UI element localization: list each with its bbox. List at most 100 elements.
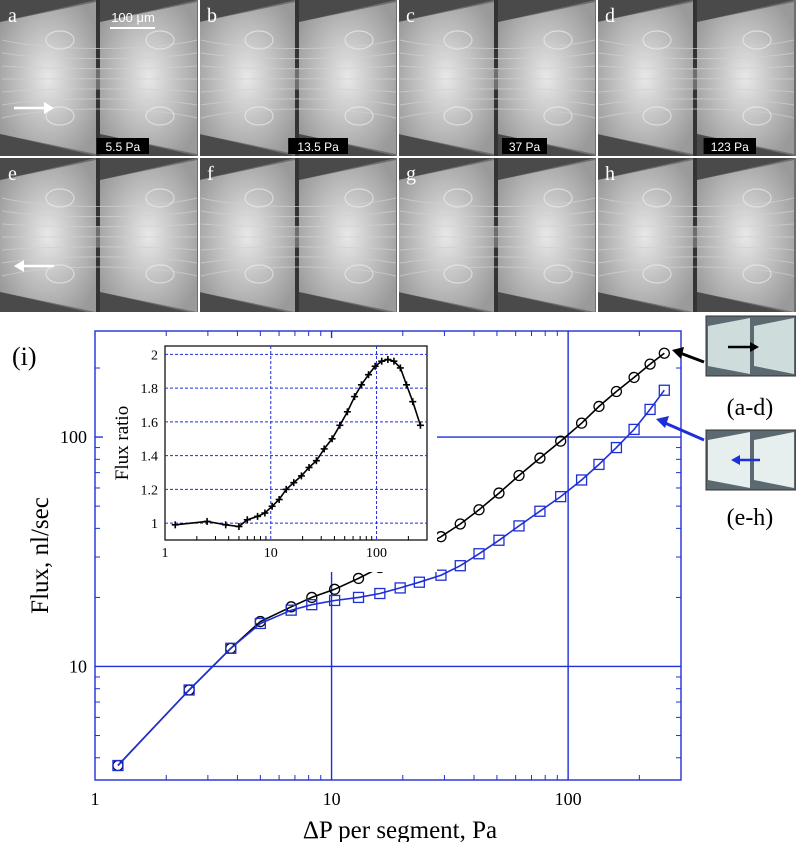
vortex — [543, 106, 573, 126]
streamline — [200, 98, 397, 106]
vortex — [145, 106, 175, 126]
inset-data-point — [275, 496, 283, 504]
inset-data-point — [351, 393, 359, 401]
vortex — [145, 264, 175, 284]
chamber-left — [199, 2, 295, 154]
inset-y-tick-label: 2 — [151, 348, 158, 363]
chamber-left — [199, 160, 295, 312]
chamber-right — [697, 160, 794, 312]
x-tick-label: 100 — [555, 789, 582, 809]
wall-mid-top — [693, 158, 697, 226]
microscopy-panel: g — [398, 158, 597, 312]
streamline — [200, 246, 397, 251]
inset-data-point — [254, 512, 262, 520]
panel-letter: f — [207, 163, 214, 185]
streamline — [1, 39, 198, 50]
streamline — [1, 197, 198, 208]
inset-y-tick-label: 1.6 — [141, 416, 159, 431]
streamline — [598, 52, 795, 60]
inset-data-point — [290, 479, 298, 487]
data-point — [610, 441, 623, 454]
wall-top-right — [697, 158, 794, 180]
vortex — [244, 188, 274, 208]
streamline — [598, 197, 795, 208]
pressure-label-bg — [288, 138, 348, 154]
wall-top-left — [199, 0, 295, 22]
right-arrow-icon — [728, 342, 759, 352]
chamber-left — [597, 2, 693, 154]
streamline — [399, 197, 596, 208]
chamber-right — [299, 160, 396, 312]
streamline — [399, 98, 596, 106]
vortex — [45, 106, 75, 126]
streamline — [1, 52, 198, 60]
streamline — [598, 266, 795, 277]
inset-data-point — [378, 357, 386, 365]
inset-data-point — [243, 516, 251, 524]
streamline — [1, 210, 198, 218]
inset-data-point — [403, 381, 411, 389]
pointer-arrow-forward — [672, 347, 705, 364]
side-legend: (a-d) (e-h) — [656, 315, 796, 531]
streamline — [399, 256, 596, 264]
inset-data-point — [312, 457, 320, 465]
wall-bottom-right — [299, 292, 388, 312]
data-point — [593, 400, 605, 413]
panel-letter: c — [406, 5, 415, 27]
chamber-left — [398, 160, 494, 312]
pressure-label: 123 Pa — [711, 140, 749, 154]
wall-top-right — [299, 158, 396, 180]
data-point — [225, 642, 237, 654]
inset-data-point — [268, 502, 276, 510]
inset-y-tick-label: 1.2 — [141, 483, 159, 498]
microscopy-panel: b 13.5 Pa — [199, 0, 398, 156]
inset-data-point — [222, 521, 230, 529]
streamline — [200, 223, 397, 228]
chamber-left — [0, 2, 96, 154]
y-tick-label: 10 — [69, 656, 87, 676]
inset-data-point — [396, 364, 404, 372]
data-point — [658, 347, 670, 359]
data-point — [374, 587, 386, 600]
streamline — [399, 266, 596, 277]
wall-bottom-left — [0, 134, 96, 156]
streamline — [1, 266, 198, 277]
inset-data-point — [305, 463, 313, 471]
pressure-label: 37 Pa — [509, 140, 541, 154]
inset-data-point — [357, 381, 365, 389]
data-point — [593, 458, 605, 471]
inset-data-point — [203, 517, 211, 525]
streamline — [399, 65, 596, 70]
left-arrow-icon — [14, 260, 54, 272]
data-point — [454, 560, 466, 572]
data-point — [285, 604, 297, 616]
chamber-right — [100, 2, 197, 154]
wall-top-right — [299, 0, 396, 22]
vortex — [344, 30, 374, 50]
data-point — [513, 520, 525, 532]
chamber-right — [498, 160, 595, 312]
inset-y-axis-label: Flux ratio — [112, 406, 133, 480]
streamline — [399, 39, 596, 50]
inset-data-point — [390, 357, 398, 365]
vortex — [543, 264, 573, 284]
wall-mid-bottom — [295, 246, 299, 312]
data-point — [413, 576, 425, 588]
inset-y-tick-label: 1.4 — [141, 450, 159, 465]
data-point — [454, 518, 466, 530]
microscopy-panels: a 5.5 Pa b 13.5 Pa c 37 Pa d 123 Pa e f g h 100 μm — [0, 0, 796, 312]
vortex — [344, 264, 374, 284]
wall-bottom-left — [0, 292, 88, 312]
wall-top-left — [199, 158, 295, 180]
wall-top-left — [597, 158, 693, 180]
inset-data-point — [384, 355, 392, 363]
microscopy-panel: d 123 Pa — [597, 0, 796, 156]
vortex — [244, 264, 274, 284]
wall-mid-top — [295, 0, 299, 68]
x-axis-label: ΔP per segment, Pa — [303, 817, 497, 842]
data-point — [513, 469, 525, 482]
wall-top-left — [398, 158, 494, 180]
vortex — [742, 30, 772, 50]
streamline — [598, 246, 795, 251]
vortex — [344, 106, 374, 126]
